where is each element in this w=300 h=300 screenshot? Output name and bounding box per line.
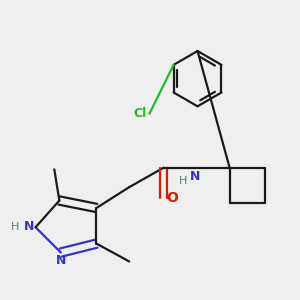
- Text: N: N: [189, 170, 200, 183]
- Text: N: N: [24, 220, 34, 233]
- Text: Cl: Cl: [134, 107, 147, 120]
- Text: O: O: [167, 190, 178, 205]
- Text: H: H: [178, 176, 187, 186]
- Text: H: H: [11, 222, 20, 232]
- Text: N: N: [56, 254, 66, 267]
